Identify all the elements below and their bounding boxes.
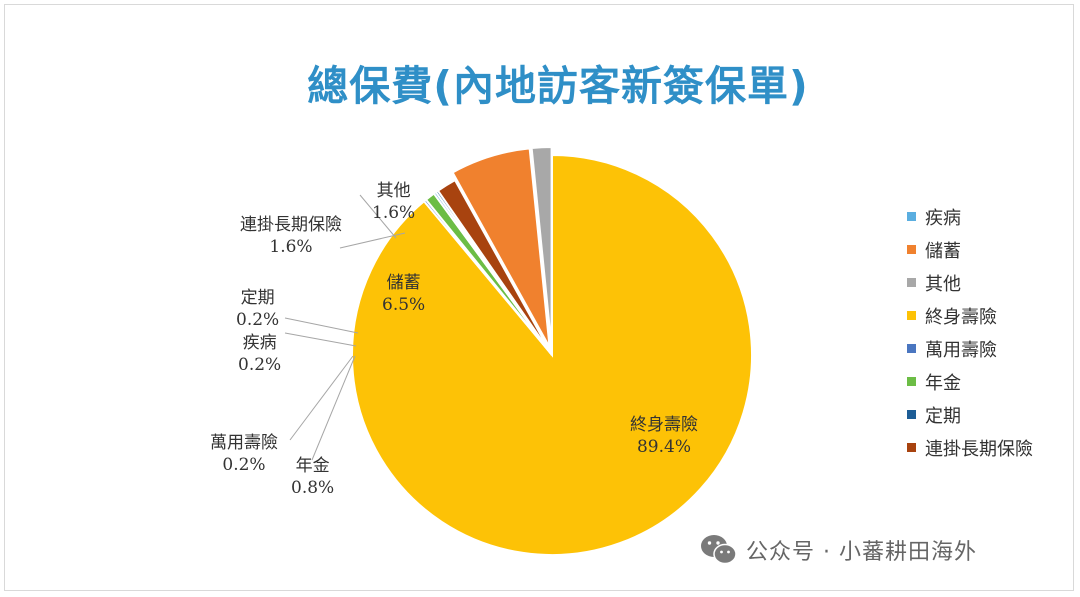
pie-slice-other: [530, 146, 553, 348]
leader-line: [359, 194, 397, 239]
legend-label: 連掛長期保險: [925, 438, 1033, 460]
legend-item-whole-life: 終身壽險: [907, 299, 1033, 332]
legend-swatch: [907, 377, 916, 386]
legend-swatch: [907, 344, 916, 353]
label-annuity-name: 年金: [295, 456, 330, 476]
chart-title: 總保費(內地訪客新簽保單): [307, 62, 809, 110]
label-linked-long-term: 連掛長期保險 1.6%: [240, 214, 342, 258]
label-universal-life-pct: 0.2%: [222, 455, 266, 475]
legend-swatch: [907, 212, 916, 221]
label-annuity: 年金 0.8%: [291, 455, 334, 499]
legend-swatch: [907, 311, 916, 320]
legend-label: 萬用壽險: [925, 339, 997, 361]
label-illness-name: 疾病: [242, 333, 277, 353]
leader-line: [284, 332, 357, 347]
legend-item-linked-long-term: 連掛長期保險: [907, 431, 1033, 464]
legend-item-illness: 疾病: [907, 200, 1033, 233]
watermark: 公众号 · 小蕃耕田海外: [700, 533, 977, 567]
legend-label: 儲蓄: [925, 240, 961, 262]
label-linked-long-term-pct: 1.6%: [269, 237, 313, 257]
legend: 疾病 儲蓄 其他 終身壽險 萬用壽險 年金 定期 連掛長期保險: [907, 200, 1033, 464]
label-linked-long-term-name: 連掛長期保險: [240, 215, 342, 235]
label-savings-pct: 6.5%: [382, 295, 426, 315]
pie-slice-linked-long-term: [436, 178, 553, 356]
label-other-name: 其他: [376, 181, 411, 201]
legend-swatch: [907, 278, 916, 287]
label-term-name: 定期: [240, 288, 275, 308]
legend-label: 年金: [925, 372, 961, 394]
watermark-text: 公众号 · 小蕃耕田海外: [746, 540, 977, 565]
label-annuity-pct: 0.8%: [291, 478, 335, 498]
legend-label: 終身壽險: [925, 306, 997, 328]
legend-label: 其他: [925, 273, 961, 295]
legend-item-other: 其他: [907, 266, 1033, 299]
pie-slice-whole-life: [351, 153, 753, 556]
legend-item-savings: 儲蓄: [907, 233, 1033, 266]
label-term-pct: 0.2%: [236, 310, 280, 330]
label-term: 定期 0.2%: [236, 287, 279, 331]
legend-swatch: [907, 443, 916, 452]
label-other-pct: 1.6%: [372, 203, 416, 223]
legend-item-universal-life: 萬用壽險: [907, 332, 1033, 365]
leader-line: [289, 355, 354, 441]
label-whole-life-name: 終身壽險: [630, 415, 698, 435]
label-universal-life: 萬用壽險 0.2%: [210, 432, 278, 476]
pie-slice-savings: [451, 147, 551, 348]
legend-label: 定期: [925, 405, 961, 427]
label-whole-life: 終身壽險 89.4%: [630, 414, 698, 458]
label-illness-pct: 0.2%: [238, 355, 282, 375]
legend-item-annuity: 年金: [907, 365, 1033, 398]
legend-label: 疾病: [925, 207, 961, 229]
legend-swatch: [907, 245, 916, 254]
leader-line: [284, 317, 359, 334]
label-whole-life-pct: 89.4%: [636, 437, 691, 457]
label-savings: 儲蓄 6.5%: [382, 272, 425, 316]
wechat-icon: [701, 535, 737, 565]
label-savings-name: 儲蓄: [386, 273, 421, 293]
label-other: 其他 1.6%: [372, 180, 415, 224]
chart-frame: [4, 4, 1074, 591]
label-universal-life-name: 萬用壽險: [210, 433, 278, 453]
legend-item-term: 定期: [907, 398, 1033, 431]
leader-line: [311, 355, 356, 461]
legend-swatch: [907, 410, 916, 419]
label-illness: 疾病 0.2%: [238, 332, 281, 376]
